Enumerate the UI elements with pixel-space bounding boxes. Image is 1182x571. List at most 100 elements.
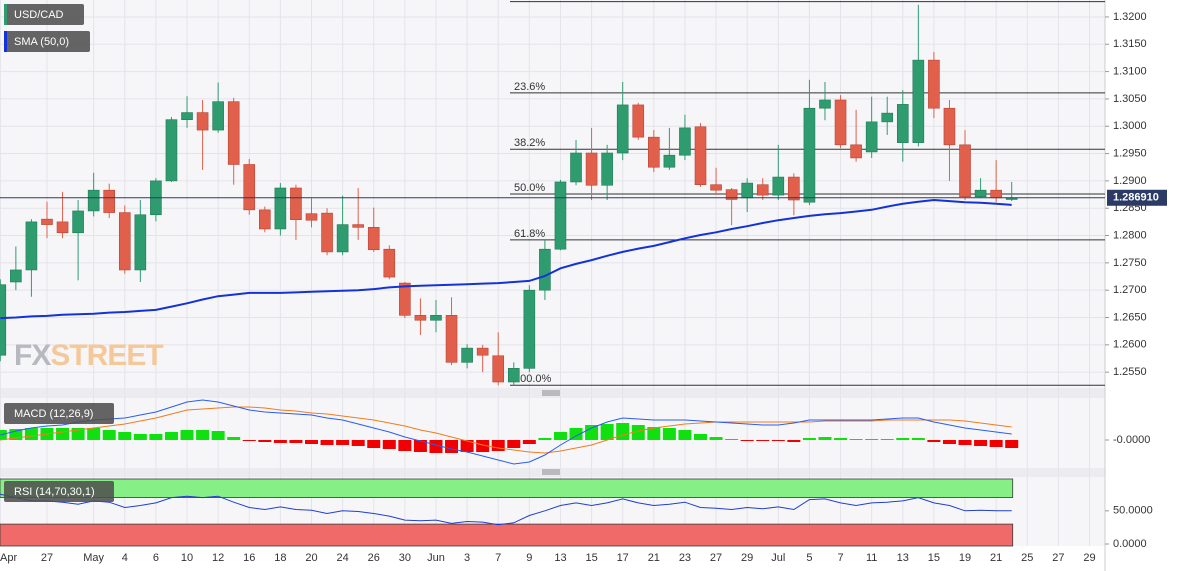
fib-label: 38.2% xyxy=(514,137,545,149)
y-tick-label: 1.2600 xyxy=(1113,339,1147,351)
x-tick-label: 6 xyxy=(153,552,159,564)
histogram-bar xyxy=(958,440,972,445)
candle-body xyxy=(290,187,302,220)
candle-body xyxy=(928,59,940,109)
candle-body xyxy=(352,224,364,228)
histogram-bar xyxy=(0,430,7,440)
oversold-zone xyxy=(0,523,1014,547)
last-price-tag xyxy=(1107,189,1167,206)
candle-body xyxy=(632,104,645,138)
fib-label: 0.0% xyxy=(514,0,539,2)
legend-accent xyxy=(4,4,7,25)
y-tick-label: 50.0000 xyxy=(1113,505,1153,517)
histogram-bar xyxy=(538,438,552,440)
histogram-bar xyxy=(740,440,754,441)
candle-body xyxy=(212,101,224,131)
y-tick-label: 1.2700 xyxy=(1113,284,1147,296)
candle-body xyxy=(305,213,318,221)
x-tick-label: 25 xyxy=(1021,552,1033,564)
x-tick-label: Jun xyxy=(427,552,445,564)
histogram-bar xyxy=(211,431,225,440)
histogram-bar xyxy=(164,432,178,440)
y-tick-label: 1.3200 xyxy=(1113,11,1147,23)
candle-body xyxy=(896,104,909,143)
watermark-part: FX xyxy=(14,339,51,372)
histogram-bar xyxy=(865,439,879,440)
x-tick-label: 11 xyxy=(866,552,877,564)
x-tick-label: 7 xyxy=(837,552,843,564)
legend-box xyxy=(4,4,84,25)
x-tick-label: 27 xyxy=(710,552,722,564)
candle-body xyxy=(974,189,987,198)
candle-body xyxy=(430,315,442,321)
x-tick-label: 30 xyxy=(399,552,411,564)
x-tick-label: 19 xyxy=(959,552,971,564)
grip[interactable] xyxy=(542,390,560,475)
x-tick-label: 23 xyxy=(679,552,691,564)
legend-label: MACD (12,26,9) xyxy=(14,408,93,420)
x-tick-label: 16 xyxy=(243,552,255,564)
histogram-bar xyxy=(942,440,956,444)
x-tick-label: 10 xyxy=(181,552,193,564)
y-tick-label: 1.3100 xyxy=(1113,65,1147,77)
candle-body xyxy=(601,152,613,186)
y-tick-label: 1.3050 xyxy=(1113,93,1147,105)
histogram-bar xyxy=(787,440,801,442)
histogram-bar xyxy=(834,438,848,440)
candle-body xyxy=(523,289,536,369)
histogram-bar xyxy=(927,440,941,442)
candle-body xyxy=(679,127,691,156)
x-tick-label: 5 xyxy=(806,552,812,564)
x-tick-label: 13 xyxy=(897,552,909,564)
candle-body xyxy=(181,112,193,120)
histogram-bar xyxy=(413,440,427,452)
candle-body xyxy=(492,355,505,383)
legend-accent xyxy=(4,31,7,52)
y-tick-label: 1.3150 xyxy=(1113,38,1147,50)
histogram-bar xyxy=(600,424,614,440)
histogram-bar xyxy=(553,432,567,440)
histogram-bar xyxy=(242,440,256,441)
candle-body xyxy=(399,282,411,316)
watermark: FXSTREET xyxy=(14,339,163,372)
x-tick-label: 20 xyxy=(305,552,317,564)
candle-body xyxy=(103,189,116,213)
histogram-bar xyxy=(87,428,101,440)
histogram-bar xyxy=(56,428,70,440)
histogram-bar xyxy=(647,427,661,440)
candle-body xyxy=(990,189,1002,199)
candle-body xyxy=(414,315,427,321)
histogram-bar xyxy=(367,440,381,448)
y-tick-label: 0.0000 xyxy=(1113,538,1147,550)
histogram-bar xyxy=(273,440,287,443)
candle-body xyxy=(196,112,209,131)
last-price-label: 1.286910 xyxy=(1113,192,1159,204)
histogram-bar xyxy=(1005,440,1019,448)
histogram-bar xyxy=(507,440,521,448)
histogram-bar xyxy=(802,438,816,440)
histogram-bar xyxy=(725,439,739,440)
y-tick-label: -0.0000 xyxy=(1113,434,1150,446)
histogram-bar xyxy=(880,439,894,440)
histogram-bar xyxy=(9,429,23,440)
y-tick-label: 1.2900 xyxy=(1113,175,1147,187)
overbought-zone xyxy=(0,478,1014,498)
histogram-bar xyxy=(445,440,459,453)
candle-body xyxy=(461,347,473,363)
x-tick-label: 7 xyxy=(495,552,501,564)
legend-box xyxy=(4,481,114,502)
candle-body xyxy=(539,248,551,291)
candle-body xyxy=(87,189,100,212)
candle-body xyxy=(41,218,53,225)
candle-body xyxy=(912,59,925,143)
histogram-bar xyxy=(429,440,443,453)
histogram-bar xyxy=(351,440,365,446)
legend-label: USD/CAD xyxy=(14,9,64,21)
x-tick-label: 18 xyxy=(274,552,286,564)
x-tick-label: 3 xyxy=(464,552,470,564)
candle-body xyxy=(959,144,971,198)
y-tick-label: 1.2750 xyxy=(1113,257,1147,269)
candle-body xyxy=(227,101,240,165)
legend-box xyxy=(4,403,114,424)
